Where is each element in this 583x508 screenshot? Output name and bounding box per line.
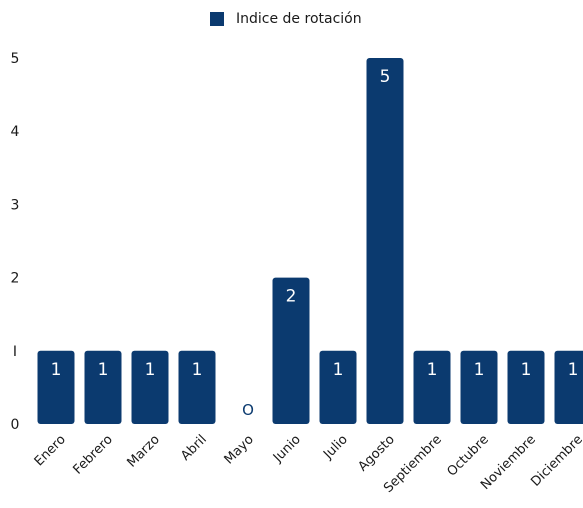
bar — [554, 350, 583, 424]
bar-data-label: O — [242, 401, 254, 419]
bar — [178, 350, 216, 424]
y-tick-label: 5 — [11, 51, 20, 67]
y-tick-label: 4 — [11, 124, 20, 140]
bar-data-label: 5 — [380, 67, 391, 87]
x-tick-label: Enero — [32, 432, 69, 469]
bar-data-label: 1 — [521, 360, 532, 380]
legend-label: Indice de rotación — [236, 11, 362, 27]
bar — [507, 350, 545, 424]
x-tick-label: Agosto — [355, 432, 397, 474]
x-tick-label: Abril — [178, 432, 210, 464]
bar-data-label: 1 — [145, 360, 156, 380]
bar — [37, 350, 75, 424]
bar — [84, 350, 122, 424]
legend-swatch — [210, 12, 224, 26]
bar-data-label: 1 — [568, 360, 579, 380]
bar — [460, 350, 498, 424]
x-tick-label: Febrero — [71, 432, 116, 477]
x-tick-label: Junio — [270, 432, 304, 466]
x-tick-label: Octubre — [444, 432, 491, 479]
x-tick-label: Julio — [320, 432, 351, 463]
x-tick-label: Marzo — [124, 432, 162, 470]
y-tick-label: 0 — [11, 417, 20, 433]
bar-data-label: 1 — [98, 360, 109, 380]
y-tick-label: 2 — [11, 271, 20, 287]
bar — [272, 277, 310, 424]
bar — [131, 350, 169, 424]
bar — [366, 58, 404, 424]
bar — [413, 350, 451, 424]
x-tick-label: Mayo — [222, 432, 257, 467]
bar-data-label: 2 — [286, 287, 297, 307]
bar-data-label: 1 — [192, 360, 203, 380]
bar-data-label: 1 — [427, 360, 438, 380]
bar-data-label: 1 — [51, 360, 62, 380]
y-tick-label: 3 — [11, 197, 20, 213]
y-tick-label: I — [13, 344, 17, 360]
bar-data-label: 1 — [474, 360, 485, 380]
legend: Indice de rotación — [210, 9, 362, 29]
bar-data-label: 1 — [333, 360, 344, 380]
bar — [319, 350, 357, 424]
